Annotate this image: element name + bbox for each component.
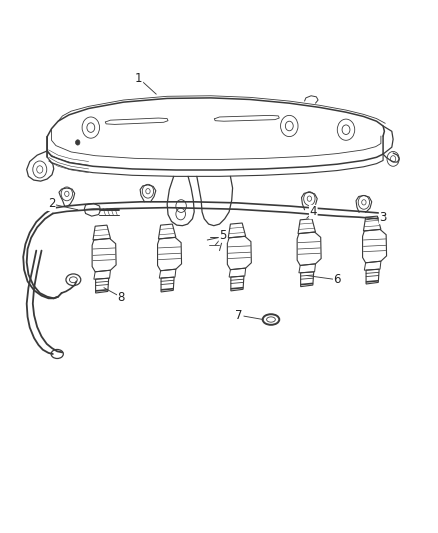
Text: 5: 5	[215, 229, 226, 245]
Circle shape	[75, 140, 80, 145]
Text: 3: 3	[365, 211, 386, 224]
Text: 7: 7	[235, 309, 262, 322]
Text: 6: 6	[306, 273, 340, 286]
Text: 1: 1	[135, 72, 156, 94]
Text: 2: 2	[48, 197, 78, 211]
Text: 8: 8	[104, 288, 125, 304]
Text: 4: 4	[306, 205, 316, 219]
